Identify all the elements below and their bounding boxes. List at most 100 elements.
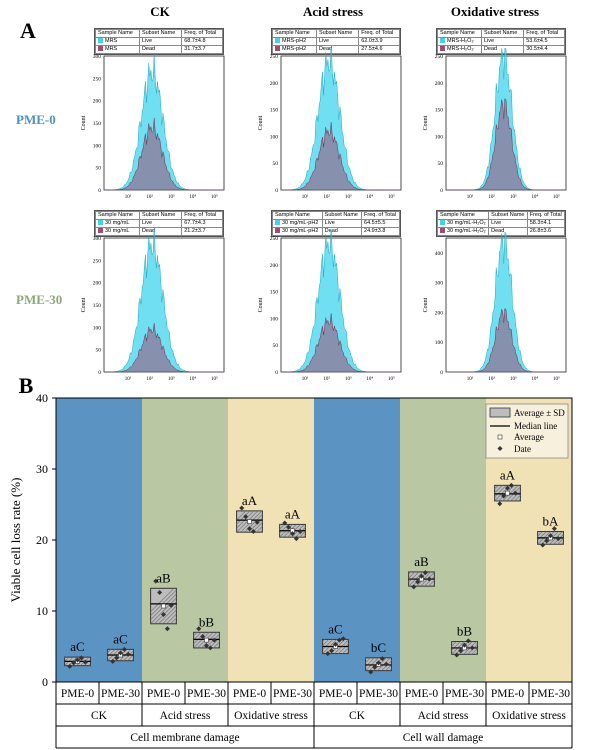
box-hatch xyxy=(428,579,435,587)
y-tick-label: 30 xyxy=(36,462,48,476)
significance-label: bB xyxy=(457,624,473,639)
box-hatch xyxy=(574,531,587,544)
dead-histogram xyxy=(446,97,566,191)
box-hatch xyxy=(369,657,383,671)
data-point xyxy=(157,590,163,596)
histogram-x-tick-label: 10⁴ xyxy=(531,376,538,382)
stats-cell: 58.3±4.1 xyxy=(526,219,566,228)
data-point xyxy=(110,658,116,664)
histogram-y-tick-label: 200 xyxy=(93,99,102,105)
stats-cell: 24.9±3.8 xyxy=(361,227,400,236)
box-hatch xyxy=(107,649,112,654)
histogram-y-axis-label: Count xyxy=(258,115,264,130)
data-point xyxy=(383,661,389,667)
box-hatch xyxy=(471,648,478,655)
box-hatch xyxy=(451,641,457,647)
dead-swatch xyxy=(440,46,445,52)
treatment-background-band xyxy=(400,398,486,682)
histogram-y-tick-label: 50 xyxy=(96,348,102,354)
histogram-y-tick-label: 250 xyxy=(435,54,444,60)
histogram-y-tick-label: 50 xyxy=(96,166,102,172)
stats-row: MRS-pH2 Live 62.0±3.9 xyxy=(272,37,400,46)
box-hatch xyxy=(342,647,349,654)
histogram-y-axis-label: Count xyxy=(81,297,87,312)
data-point xyxy=(250,528,256,534)
damage-type-label: Cell membrane damage xyxy=(130,732,239,744)
category-label: PME-0 xyxy=(147,688,180,700)
box-hatch xyxy=(158,605,177,624)
data-point xyxy=(325,651,331,657)
stats-cell: 68.7±4.8 xyxy=(181,37,223,46)
y-tick-label: 0 xyxy=(42,675,48,689)
stats-cell: 21.2±3.7 xyxy=(181,227,223,236)
significance-label: bB xyxy=(199,614,215,629)
y-axis-label: Viable cell loss rate (%) xyxy=(8,478,23,603)
stats-row: 30 mg/mL Dead 21.2±3.7 xyxy=(95,227,223,236)
live-swatch xyxy=(275,220,280,226)
stats-row: MRS-H₂O₂ Live 53.6±4.5 xyxy=(437,37,565,46)
flow-histogram: 0 50 100 150 200 250 Count 10¹ 10² 10³ 10⁴ 10⁵ xyxy=(258,48,402,200)
histogram-x-tick-label: 10² xyxy=(146,376,153,382)
category-label: PME-30 xyxy=(101,688,140,700)
box-hatch xyxy=(365,657,375,668)
damage-type-label: Cell wall damage xyxy=(403,732,483,744)
data-point xyxy=(114,655,120,661)
significance-label: bC xyxy=(371,640,386,655)
stats-cell: MRS-H₂O₂ xyxy=(437,37,482,46)
category-label: PME-30 xyxy=(531,688,570,700)
histogram-y-tick-label: 0 xyxy=(98,370,101,376)
box-hatch xyxy=(256,525,263,533)
stats-cell: 67.7±4.3 xyxy=(181,219,223,228)
data-point xyxy=(465,638,471,644)
box-hatch xyxy=(209,637,220,648)
stats-cell: Live xyxy=(138,219,183,228)
data-point xyxy=(505,485,510,491)
histogram-x-tick-label: 10⁴ xyxy=(189,194,196,200)
histogram-y-tick-label: 0 xyxy=(440,370,443,376)
histogram-y-tick-label: 150 xyxy=(93,121,102,127)
box-hatch xyxy=(248,517,263,533)
stats-table: Sample Name Subset Name Freq. of Total 30 m… xyxy=(271,210,401,237)
box-hatch xyxy=(193,632,198,637)
dead-swatch xyxy=(440,228,445,234)
stats-cell: Live xyxy=(138,37,183,46)
row-label-pme-0: PME-0 xyxy=(16,112,56,127)
box-hatch xyxy=(201,632,218,648)
treatment-label: Acid stress xyxy=(418,710,469,722)
stats-row: MRS-pH2 Dead 27.5±4.6 xyxy=(272,45,400,54)
histogram-y-tick-label: 200 xyxy=(435,81,444,87)
histogram-y-tick-label: 300 xyxy=(435,281,444,287)
box-hatch xyxy=(322,639,330,647)
live-swatch xyxy=(98,220,103,226)
data-point xyxy=(368,669,374,675)
stats-cell: Live xyxy=(480,37,525,46)
data-point xyxy=(82,659,88,665)
flow-histogram: 0 100 200 300 400 Count 10¹ 10² 10³ 10⁴ 10⁵ xyxy=(423,231,567,382)
stats-row: 30 mg/mL-H₂O₂ Dead 26.8±3.6 xyxy=(436,227,566,236)
box-hatch xyxy=(279,524,285,530)
significance-label: aB xyxy=(156,570,171,585)
histogram-y-tick-label: 250 xyxy=(93,258,102,264)
significance-label: aC xyxy=(70,639,84,654)
stats-cell: 30.5±4.4 xyxy=(523,45,565,54)
stats-header-cell: Freq. of Total xyxy=(358,29,400,38)
stats-cell: Dead xyxy=(138,227,183,236)
histogram-x-tick-label: 10³ xyxy=(510,194,517,200)
dead-histogram xyxy=(446,307,566,373)
histogram-y-tick-label: 0 xyxy=(98,188,101,194)
data-point xyxy=(415,579,421,585)
box-hatch xyxy=(494,485,507,498)
treatment-label: Acid stress xyxy=(160,710,211,722)
dead-histogram xyxy=(280,313,401,373)
data-point xyxy=(336,637,342,643)
histogram-x-tick-label: 10⁵ xyxy=(388,376,395,382)
data-point xyxy=(78,655,84,661)
histogram-x-tick-label: 10¹ xyxy=(302,376,309,382)
dead-swatch xyxy=(98,46,103,52)
data-point xyxy=(239,505,245,511)
dead-histogram xyxy=(103,117,224,191)
stats-cell: 31.7±3.7 xyxy=(181,45,223,54)
histogram-y-tick-label: 50 xyxy=(273,161,279,167)
box-hatch xyxy=(193,632,210,648)
data-point xyxy=(540,542,546,548)
